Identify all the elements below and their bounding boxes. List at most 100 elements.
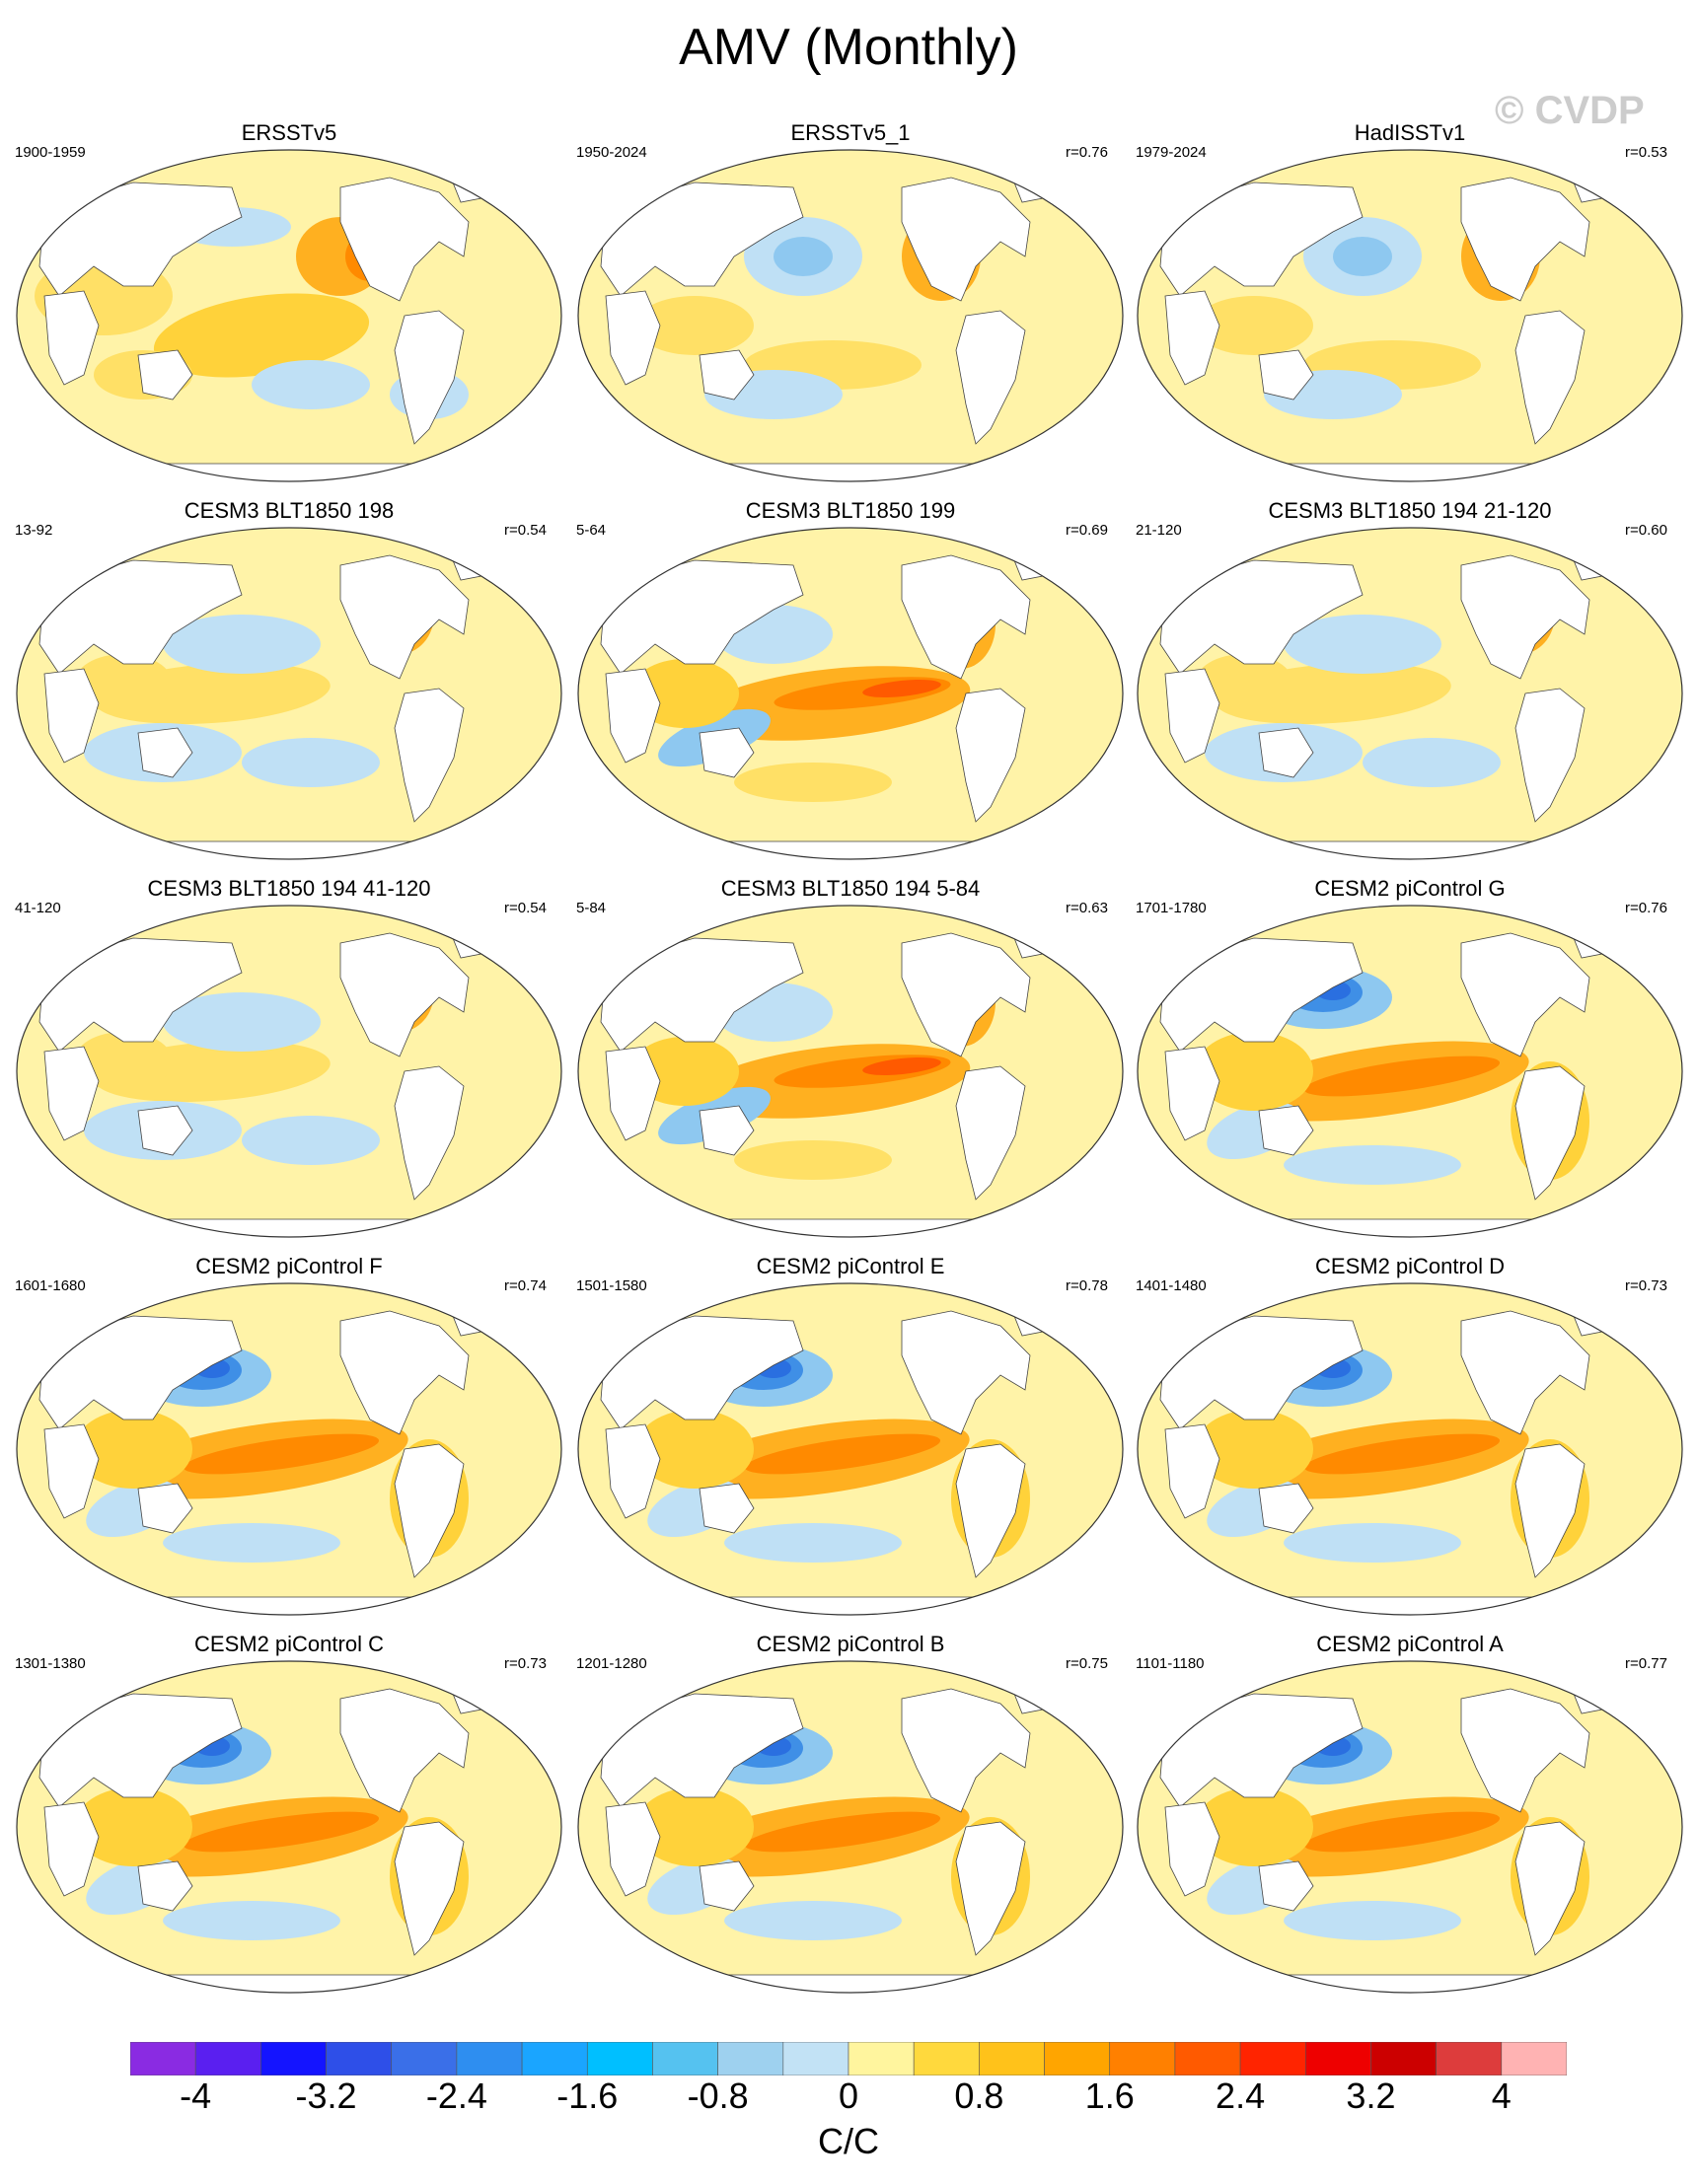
land-mass — [633, 840, 1071, 859]
land-mass — [901, 932, 1031, 1057]
panel-correlation: r=0.69 — [1066, 522, 1108, 539]
colorbar-tick-label: 4 — [1491, 2075, 1512, 2116]
land-mass — [72, 1974, 510, 1993]
sst-anomaly-region — [1195, 1032, 1313, 1111]
colorbar-swatch — [194, 2042, 261, 2075]
panel-correlation: r=0.74 — [504, 1277, 547, 1294]
land-mass — [137, 727, 193, 778]
sst-map — [16, 905, 562, 1238]
land-mass — [1258, 1105, 1314, 1156]
colorbar-swatch — [652, 2042, 718, 2075]
map-panel: CESM2 piControl C 1301-1380 r=0.73 — [15, 1632, 577, 1994]
map-border — [16, 149, 562, 482]
land-mass — [394, 1821, 465, 1956]
panel-correlation: r=0.73 — [1625, 1277, 1667, 1294]
map-panel: ERSSTv5 1900-1959 — [15, 120, 577, 482]
map-border — [1137, 1660, 1683, 1994]
colorbar-swatch — [913, 2042, 980, 2075]
panel-period: 5-64 — [576, 522, 607, 539]
panel-title: ERSSTv5 — [241, 120, 337, 145]
colorbar-swatch — [979, 2042, 1045, 2075]
sst-map — [577, 149, 1124, 482]
map-border — [1137, 905, 1683, 1238]
land-mass — [137, 349, 193, 400]
land-mass — [600, 1693, 804, 1808]
land-mass — [1159, 1315, 1364, 1430]
panel-period: 21-120 — [1136, 522, 1182, 539]
sst-anomaly-region — [1284, 1145, 1461, 1185]
sst-anomaly-region — [1284, 1901, 1461, 1940]
sst-anomaly-region — [744, 1811, 941, 1853]
colorbar-tick-label: 0 — [838, 2075, 859, 2116]
map-panel: HadISSTv1 1979-2024 r=0.53 — [1136, 120, 1697, 482]
map-panel: CESM3 BLT1850 194 21-120 21-120 r=0.60 — [1136, 498, 1697, 860]
sst-anomaly-region — [635, 1787, 754, 1866]
land-mass — [1514, 688, 1586, 823]
land-mass — [1258, 1860, 1314, 1912]
sst-map — [577, 905, 1124, 1238]
sst-anomaly-region — [724, 1901, 902, 1940]
map-border — [577, 1282, 1124, 1616]
land-mass — [137, 1105, 193, 1156]
panel-title: CESM3 BLT1850 198 — [184, 498, 395, 523]
land-mass — [955, 1065, 1026, 1201]
panel-title: CESM2 piControl F — [195, 1254, 383, 1278]
land-mass — [605, 1801, 661, 1897]
land-mass — [1514, 1443, 1586, 1578]
land-mass — [901, 1310, 1031, 1435]
land-mass — [600, 559, 804, 675]
land-mass — [137, 1860, 193, 1912]
sst-anomaly-region — [1195, 1410, 1313, 1489]
sst-anomaly-region — [163, 992, 321, 1052]
colorbar-tick-label: -2.4 — [425, 2075, 487, 2116]
land-mass — [1164, 1801, 1220, 1897]
sst-anomaly-region — [1195, 296, 1313, 355]
panel-correlation: r=0.54 — [504, 900, 547, 916]
sst-map — [16, 149, 562, 482]
sst-anomaly-region — [74, 1032, 173, 1091]
sst-map — [16, 1660, 562, 1994]
colorbar-swatch — [130, 2042, 196, 2075]
panel-period: 1701-1780 — [1136, 900, 1207, 916]
panel-title: CESM2 piControl E — [756, 1254, 945, 1278]
map-border — [16, 905, 562, 1238]
colorbar-swatch — [717, 2042, 784, 2075]
sst-anomaly-region — [74, 1410, 192, 1489]
sst-anomaly-region — [1303, 1811, 1501, 1853]
land-mass — [633, 1596, 1071, 1615]
land-mass — [1460, 932, 1590, 1057]
panel-title: CESM3 BLT1850 199 — [745, 498, 956, 523]
map-panel: CESM3 BLT1850 194 5-84 5-84 r=0.63 — [576, 876, 1139, 1238]
land-mass — [339, 932, 470, 1057]
panel-period: 1601-1680 — [15, 1277, 86, 1294]
colorbar-tick-label: 2.4 — [1216, 2075, 1266, 2116]
sst-anomaly-region — [74, 654, 173, 713]
panel-correlation: r=0.63 — [1066, 900, 1108, 916]
sst-anomaly-region — [635, 296, 754, 355]
colorbar-units: C/C — [818, 2121, 879, 2161]
panel-title: CESM3 BLT1850 194 5-84 — [720, 876, 981, 901]
land-mass — [901, 554, 1031, 680]
land-mass — [955, 1821, 1026, 1956]
land-mass — [1460, 1688, 1590, 1813]
sst-anomaly-region — [1303, 1433, 1501, 1475]
sst-anomaly-region — [1195, 1787, 1313, 1866]
panel-period: 1979-2024 — [1136, 144, 1207, 161]
land-mass — [605, 1423, 661, 1519]
sst-map — [1137, 527, 1683, 860]
sst-anomaly-region — [163, 615, 321, 674]
sst-anomaly-region — [744, 1433, 941, 1475]
land-mass — [43, 1801, 100, 1897]
colorbar-swatch — [1109, 2042, 1176, 2075]
colorbar-swatch — [848, 2042, 915, 2075]
land-mass — [1159, 182, 1364, 297]
map-panel: CESM3 BLT1850 198 13-92 r=0.54 — [15, 498, 577, 860]
colorbar-tick-label: 0.8 — [954, 2075, 1004, 2116]
sst-map — [1137, 905, 1683, 1238]
sst-map — [16, 1282, 562, 1616]
panel-title: CESM2 piControl D — [1315, 1254, 1505, 1278]
land-mass — [137, 1483, 193, 1534]
sst-anomaly-region — [862, 680, 941, 697]
map-border — [577, 149, 1124, 482]
map-border — [16, 527, 562, 860]
